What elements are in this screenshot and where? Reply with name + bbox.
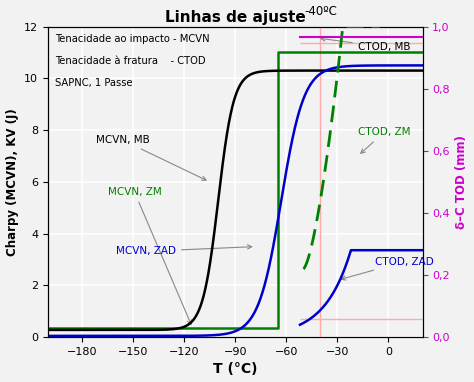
Text: MCVN, ZAD: MCVN, ZAD	[116, 245, 252, 256]
Text: Tenacidade à fratura    - CTOD: Tenacidade à fratura - CTOD	[55, 56, 206, 66]
Y-axis label: Charpy (MCVN), KV (J): Charpy (MCVN), KV (J)	[6, 108, 18, 256]
Text: MCVN, MB: MCVN, MB	[96, 135, 206, 180]
Text: SAPNC, 1 Passe: SAPNC, 1 Passe	[55, 78, 133, 88]
Text: -40ºC: -40ºC	[304, 5, 337, 18]
Text: CTOD, ZM: CTOD, ZM	[358, 127, 410, 153]
Text: CTOD, MB: CTOD, MB	[321, 37, 410, 52]
Text: CTOD, ZAD: CTOD, ZAD	[341, 257, 434, 280]
Text: Tenacidade ao impacto - MCVN: Tenacidade ao impacto - MCVN	[55, 34, 210, 44]
Title: Linhas de ajuste: Linhas de ajuste	[165, 10, 306, 26]
Text: MCVN, ZM: MCVN, ZM	[108, 187, 191, 324]
X-axis label: T (°C): T (°C)	[213, 363, 257, 376]
Y-axis label: δ–C TOD (mm): δ–C TOD (mm)	[456, 135, 468, 229]
